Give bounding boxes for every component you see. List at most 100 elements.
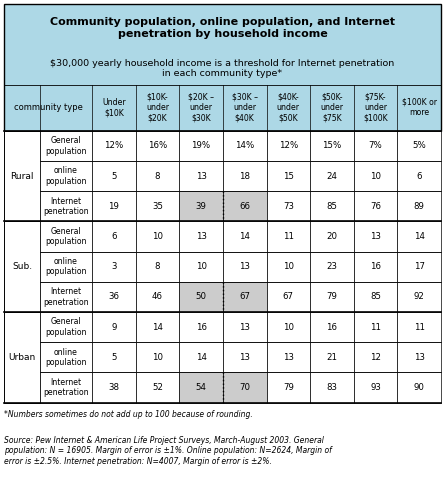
Text: 10: 10: [152, 353, 163, 362]
Text: online
population: online population: [45, 257, 87, 276]
Text: 35: 35: [152, 202, 163, 211]
Text: 19%: 19%: [191, 141, 210, 150]
Text: 15: 15: [283, 171, 294, 181]
Text: *Numbers sometimes do not add up to 100 because of rounding.: *Numbers sometimes do not add up to 100 …: [4, 410, 253, 419]
Text: 50: 50: [195, 292, 206, 301]
Text: 89: 89: [414, 202, 425, 211]
Text: 14: 14: [239, 232, 250, 241]
Text: 5: 5: [111, 353, 117, 362]
Bar: [267, 251, 310, 282]
Bar: [179, 312, 223, 342]
Bar: [136, 221, 179, 251]
Text: 15%: 15%: [322, 141, 342, 150]
Bar: [179, 161, 223, 191]
Text: 13: 13: [195, 171, 206, 181]
Text: Under
$10K: Under $10K: [102, 98, 125, 117]
Bar: [267, 342, 310, 372]
Bar: [92, 131, 136, 161]
Text: 16: 16: [327, 322, 337, 331]
Text: 79: 79: [283, 383, 294, 392]
Text: Internet
penetration: Internet penetration: [43, 196, 89, 216]
Bar: [310, 251, 354, 282]
Bar: [310, 312, 354, 342]
Bar: [40, 161, 92, 191]
Bar: [40, 372, 92, 402]
Bar: [92, 372, 136, 402]
Text: 16: 16: [195, 322, 206, 331]
Bar: [310, 372, 354, 402]
Bar: [397, 312, 441, 342]
Text: 36: 36: [108, 292, 119, 301]
Bar: [223, 161, 267, 191]
Text: 76: 76: [370, 202, 381, 211]
Bar: [354, 131, 397, 161]
Bar: [136, 251, 179, 282]
Text: 13: 13: [239, 262, 250, 271]
Text: 11: 11: [283, 232, 294, 241]
Text: 10: 10: [283, 262, 294, 271]
Bar: [136, 191, 179, 221]
Bar: [179, 131, 223, 161]
Text: 90: 90: [414, 383, 425, 392]
Text: 13: 13: [370, 232, 381, 241]
Bar: [223, 251, 267, 282]
Bar: [179, 282, 223, 312]
Bar: [397, 131, 441, 161]
Bar: [397, 221, 441, 251]
Text: Source: Pew Internet & American Life Project Surveys, March-August 2003. General: Source: Pew Internet & American Life Pro…: [4, 436, 332, 466]
Text: 38: 38: [108, 383, 119, 392]
Text: 8: 8: [155, 171, 160, 181]
Text: 66: 66: [239, 202, 250, 211]
Bar: [92, 342, 136, 372]
Text: 12%: 12%: [279, 141, 298, 150]
Bar: [136, 372, 179, 402]
Text: 85: 85: [327, 202, 337, 211]
Text: 16%: 16%: [148, 141, 167, 150]
Bar: [223, 372, 267, 402]
Text: online
population: online population: [45, 348, 87, 367]
Text: 79: 79: [327, 292, 337, 301]
Text: 12: 12: [370, 353, 381, 362]
Text: 18: 18: [239, 171, 250, 181]
Bar: [354, 312, 397, 342]
Bar: [354, 221, 397, 251]
Text: 14: 14: [195, 353, 206, 362]
Text: $30K –
under
$40K: $30K – under $40K: [232, 93, 258, 123]
Bar: [179, 191, 223, 221]
Text: Internet
penetration: Internet penetration: [43, 378, 89, 397]
Bar: [40, 131, 92, 161]
Text: $100K or
more: $100K or more: [402, 98, 437, 117]
Text: 93: 93: [370, 383, 381, 392]
Bar: [136, 282, 179, 312]
Text: General
population: General population: [45, 136, 87, 156]
Text: 14%: 14%: [235, 141, 254, 150]
Bar: [354, 372, 397, 402]
Bar: [40, 221, 92, 251]
Text: 13: 13: [239, 353, 250, 362]
Bar: [92, 161, 136, 191]
Text: 21: 21: [327, 353, 337, 362]
Text: Urban: Urban: [8, 353, 36, 362]
Bar: [354, 282, 397, 312]
Bar: [310, 342, 354, 372]
Text: 6: 6: [417, 171, 422, 181]
Text: 13: 13: [195, 232, 206, 241]
Bar: [4, 312, 40, 402]
Text: 19: 19: [109, 202, 119, 211]
Text: 5: 5: [111, 171, 117, 181]
Text: 10: 10: [152, 232, 163, 241]
Text: 11: 11: [414, 322, 425, 331]
Bar: [310, 282, 354, 312]
Bar: [267, 221, 310, 251]
Bar: [223, 342, 267, 372]
Text: 7%: 7%: [369, 141, 382, 150]
Text: 10: 10: [195, 262, 206, 271]
Bar: [179, 372, 223, 402]
Bar: [354, 191, 397, 221]
Text: 70: 70: [239, 383, 250, 392]
Bar: [40, 251, 92, 282]
Bar: [92, 191, 136, 221]
Text: $20K –
under
$30K: $20K – under $30K: [188, 93, 214, 123]
Bar: [267, 372, 310, 402]
Text: 85: 85: [370, 292, 381, 301]
